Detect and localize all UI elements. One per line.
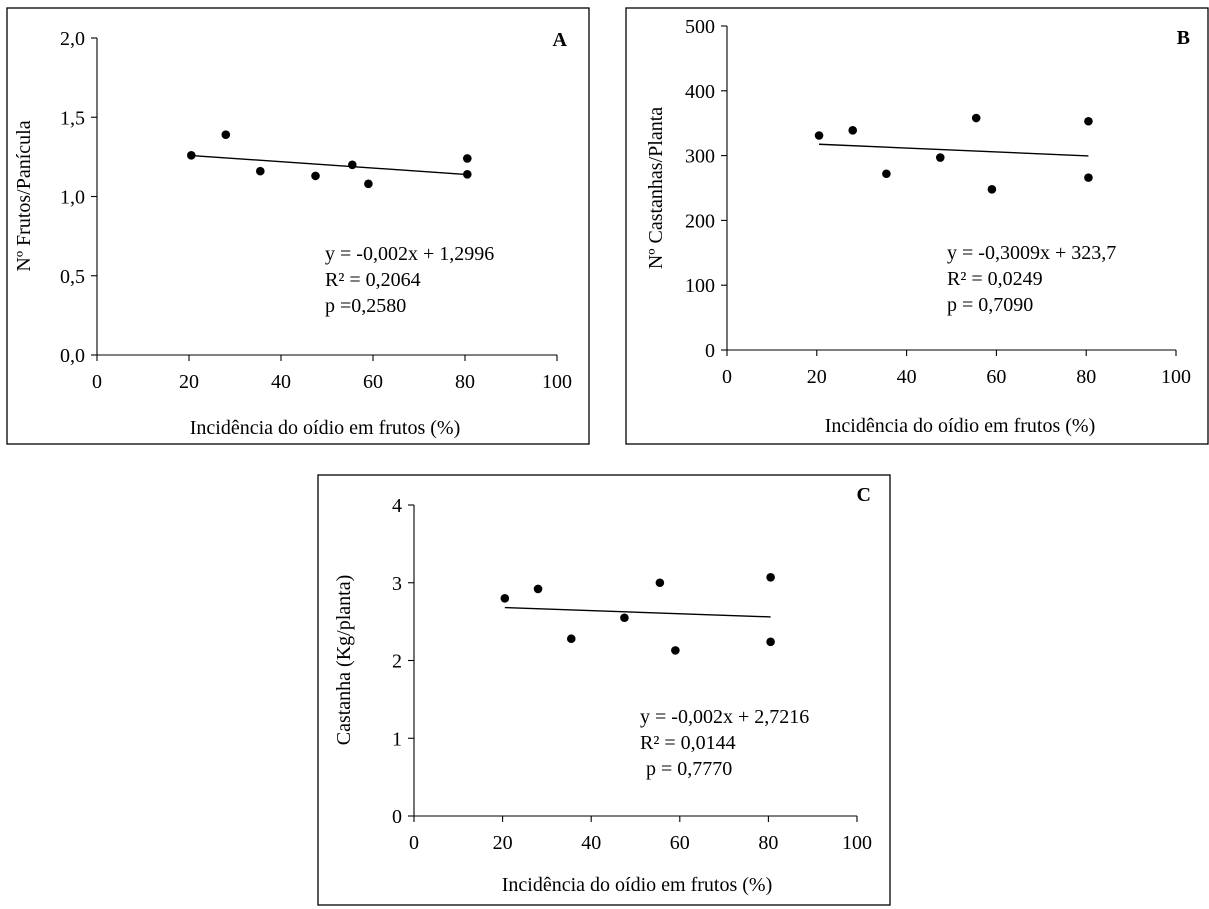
panel-c-data-point bbox=[620, 613, 629, 623]
panel-c-data-point bbox=[655, 578, 665, 588]
panel-a-y-tick-label: 1,0 bbox=[60, 187, 85, 209]
panel-b-y-tick-label: 200 bbox=[685, 210, 715, 232]
panel-c-trendline bbox=[504, 606, 771, 618]
panel-b-data-point bbox=[1084, 173, 1093, 182]
panel-b-x-tick-label: 0 bbox=[722, 366, 732, 388]
panel-b: 0 100 200 300 400 500 0 20 40 60 80 100 y = -0,3009x… bbox=[625, 7, 1209, 445]
panel-a-annotation-line: p =0,2580 bbox=[325, 295, 406, 317]
panel-c-y-tick-label: 1 bbox=[392, 728, 402, 750]
panel-a-y-tick-label: 1,5 bbox=[60, 107, 85, 129]
panel-c-data-point bbox=[671, 646, 680, 655]
panel-c-x-tick-label: 20 bbox=[493, 832, 513, 854]
panel-c-y-tick-label: 2 bbox=[392, 651, 402, 673]
panel-a-y-tick-label: 0,0 bbox=[60, 345, 85, 367]
panel-b-y-axis-label: Nº Castanhas/Planta bbox=[645, 107, 667, 269]
panel-a-x-axis-label: Incidência do oídio em frutos (%) bbox=[190, 417, 460, 439]
panel-c-x-tick-label: 40 bbox=[581, 832, 601, 854]
panel-c-x-tick-label: 60 bbox=[670, 832, 690, 854]
panel-c-y-axis-label: Castanha (Kg/planta) bbox=[333, 575, 355, 746]
panel-a: 0,0 0,5 1,0 1,5 2,0 0 20 40 60 80 100 y = -0,002x +… bbox=[6, 7, 590, 445]
panel-c-annotation-line: y = -0,002x + 2,7216 bbox=[640, 706, 809, 728]
panel-c-label: C bbox=[857, 484, 871, 506]
panel-b-annotation-line: p = 0,7090 bbox=[947, 294, 1033, 316]
panel-b-x-tick-label: 100 bbox=[1161, 366, 1191, 388]
panel-b-annotation-line: y = -0,3009x + 323,7 bbox=[947, 242, 1116, 264]
panel-b-x-tick-label: 80 bbox=[1076, 366, 1096, 388]
panel-b-data-point bbox=[935, 153, 945, 162]
panel-a-x-tick-label: 100 bbox=[542, 371, 572, 393]
panel-b-y-tick-label: 100 bbox=[685, 275, 715, 297]
panel-b-x-tick-label: 40 bbox=[897, 366, 917, 388]
panel-b-data-point bbox=[882, 169, 891, 179]
panel-a-data-point bbox=[255, 166, 265, 176]
panel-a-trendline bbox=[191, 154, 468, 176]
panel-c-x-axis-label: Incidência do oídio em frutos (%) bbox=[502, 874, 772, 896]
panel-a-y-axis-label: Nº Frutos/Panícula bbox=[13, 120, 35, 271]
panel-b-trendline bbox=[819, 143, 1089, 157]
panel-a-label: A bbox=[553, 29, 568, 51]
panel-c-y-tick-label: 3 bbox=[392, 573, 402, 595]
panel-b-data-point bbox=[971, 113, 981, 123]
panel-b-y-tick-label: 300 bbox=[685, 146, 715, 168]
panel-b-frame bbox=[625, 7, 1209, 445]
panel-a-x-tick-label: 0 bbox=[92, 371, 102, 393]
panel-c-data-point bbox=[766, 637, 775, 647]
panel-b-x-axis-label: Incidência do oídio em frutos (%) bbox=[825, 415, 1095, 437]
panel-b-annotation-line: R² = 0,0249 bbox=[947, 268, 1043, 290]
panel-a-x-tick-label: 20 bbox=[179, 371, 199, 393]
panel-a-data-point bbox=[348, 160, 357, 170]
panel-c-frame bbox=[317, 474, 891, 906]
panel-c-annotation-line: R² = 0,0144 bbox=[640, 732, 736, 754]
panel-c-y-tick-label: 4 bbox=[392, 495, 402, 517]
panel-a-data-point bbox=[311, 171, 320, 181]
panel-b-data-point bbox=[814, 131, 824, 140]
panel-c-data-point bbox=[766, 573, 775, 582]
panel-b-data-point bbox=[1084, 116, 1093, 126]
panel-c-annotation-line: p = 0,7770 bbox=[646, 758, 732, 780]
panel-a-y-tick-label: 2,0 bbox=[60, 28, 85, 50]
panel-c-x-tick-label: 100 bbox=[842, 832, 872, 854]
panel-b-y-tick-label: 400 bbox=[685, 81, 715, 103]
panel-b-data-point bbox=[848, 126, 858, 135]
panel-a-annotation-line: y = -0,002x + 1,2996 bbox=[325, 243, 494, 265]
panel-b-y-tick-label: 500 bbox=[685, 16, 715, 38]
panel-a-data-point bbox=[463, 154, 472, 163]
panel-a-annotation-line: R² = 0,2064 bbox=[325, 269, 421, 291]
panel-b-data-point bbox=[987, 184, 997, 194]
panel-c-data-point bbox=[500, 594, 510, 603]
panel-a-x-tick-label: 40 bbox=[271, 371, 291, 393]
panel-c-x-tick-label: 0 bbox=[409, 832, 419, 854]
panel-a-x-tick-label: 80 bbox=[455, 371, 475, 393]
panel-b-x-tick-label: 60 bbox=[986, 366, 1006, 388]
panel-c-data-point bbox=[566, 634, 576, 644]
panel-c-x-tick-label: 80 bbox=[758, 832, 778, 854]
panel-a-data-point bbox=[221, 130, 231, 139]
panel-a-data-point bbox=[463, 170, 472, 179]
panel-a-frame bbox=[6, 7, 590, 445]
panel-a-y-tick-label: 0,5 bbox=[60, 266, 85, 288]
panel-a-data-point bbox=[187, 150, 196, 160]
panel-a-data-point bbox=[364, 179, 373, 189]
panel-a-x-tick-label: 60 bbox=[363, 371, 383, 393]
panel-b-y-tick-label: 0 bbox=[705, 340, 715, 362]
panel-b-label: B bbox=[1177, 27, 1190, 49]
panel-c-y-tick-label: 0 bbox=[392, 806, 402, 828]
panel-c-data-point bbox=[533, 584, 543, 594]
panel-b-x-tick-label: 20 bbox=[807, 366, 827, 388]
